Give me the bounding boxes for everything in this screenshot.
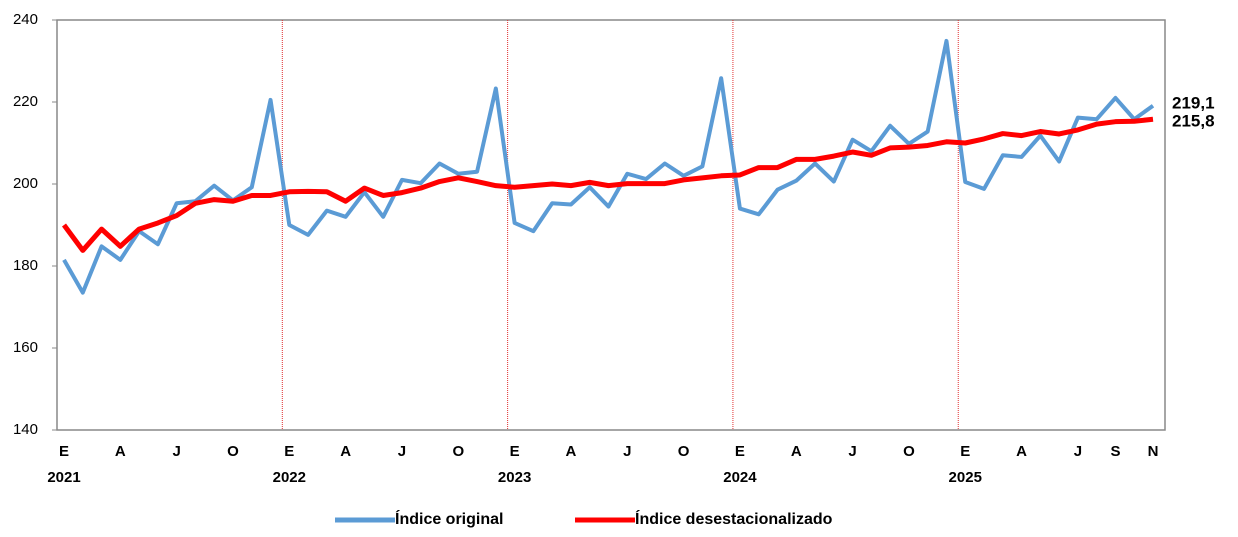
year-label: 2025 xyxy=(949,469,982,486)
x-tick-label: A xyxy=(791,443,802,460)
y-tick-label: 240 xyxy=(13,11,38,28)
legend-label: Índice original xyxy=(395,509,503,528)
y-tick-label: 180 xyxy=(13,257,38,274)
end-label: 219,1 xyxy=(1172,93,1215,112)
year-label: 2021 xyxy=(47,469,80,486)
y-tick-label: 200 xyxy=(13,175,38,192)
x-tick-label: O xyxy=(903,443,915,460)
x-tick-label: E xyxy=(735,443,745,460)
x-tick-label: O xyxy=(227,443,239,460)
plot-area xyxy=(56,19,1166,431)
x-tick-label: E xyxy=(284,443,294,460)
x-tick-label: A xyxy=(566,443,577,460)
x-tick-label: J xyxy=(172,443,180,460)
x-tick-label: E xyxy=(960,443,970,460)
x-tick-label: A xyxy=(340,443,351,460)
x-tick-label: J xyxy=(623,443,631,460)
x-tick-label: E xyxy=(59,443,69,460)
series-line xyxy=(62,38,1155,295)
y-tick-label: 220 xyxy=(13,93,38,110)
end-label: 215,8 xyxy=(1172,111,1215,130)
x-tick-label: S xyxy=(1110,443,1120,460)
x-tick-label: J xyxy=(848,443,856,460)
x-tick-label: O xyxy=(678,443,690,460)
series-line xyxy=(61,116,1154,253)
legend-label: Índice desestacionalizado xyxy=(635,509,833,528)
year-label: 2022 xyxy=(273,469,306,486)
x-tick-label: J xyxy=(398,443,406,460)
y-tick-label: 160 xyxy=(13,339,38,356)
x-tick-label: A xyxy=(1016,443,1027,460)
x-tick-label: E xyxy=(510,443,520,460)
y-tick-label: 140 xyxy=(13,421,38,438)
x-tick-label: A xyxy=(115,443,126,460)
x-tick-label: N xyxy=(1148,443,1159,460)
year-label: 2023 xyxy=(498,469,531,486)
x-tick-label: O xyxy=(452,443,464,460)
year-label: 2024 xyxy=(723,469,757,486)
x-tick-label: J xyxy=(1074,443,1082,460)
